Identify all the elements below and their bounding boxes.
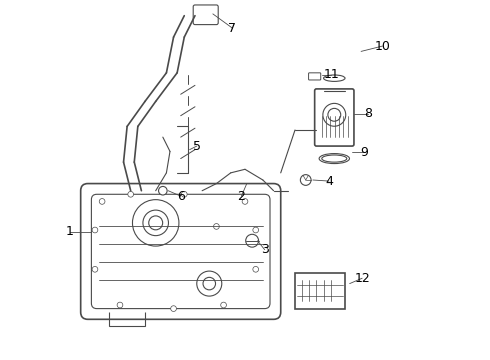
Text: 12: 12 [354, 272, 370, 285]
Circle shape [300, 175, 311, 185]
FancyBboxPatch shape [295, 273, 345, 309]
Circle shape [117, 302, 123, 308]
Text: 7: 7 [228, 22, 237, 35]
Text: 4: 4 [325, 175, 333, 188]
FancyBboxPatch shape [81, 184, 281, 319]
Circle shape [181, 192, 187, 197]
Text: 5: 5 [193, 140, 201, 153]
Ellipse shape [323, 75, 345, 81]
Text: 2: 2 [238, 190, 245, 203]
FancyBboxPatch shape [193, 5, 218, 24]
Circle shape [197, 271, 222, 296]
Text: 8: 8 [364, 107, 372, 120]
Circle shape [128, 192, 134, 197]
Circle shape [245, 234, 259, 247]
Circle shape [132, 200, 179, 246]
FancyBboxPatch shape [309, 73, 321, 80]
Circle shape [92, 227, 98, 233]
Circle shape [171, 306, 176, 311]
Circle shape [214, 224, 220, 229]
Text: 9: 9 [361, 146, 368, 159]
Circle shape [159, 186, 167, 195]
Text: 11: 11 [323, 68, 339, 81]
Circle shape [220, 302, 226, 308]
FancyBboxPatch shape [315, 89, 354, 146]
Text: 6: 6 [177, 190, 185, 203]
Circle shape [242, 199, 248, 204]
Text: 10: 10 [374, 40, 391, 53]
Circle shape [253, 227, 259, 233]
Text: 3: 3 [261, 243, 269, 256]
Circle shape [253, 266, 259, 272]
Circle shape [99, 199, 105, 204]
Text: 1: 1 [66, 225, 74, 238]
Circle shape [92, 266, 98, 272]
